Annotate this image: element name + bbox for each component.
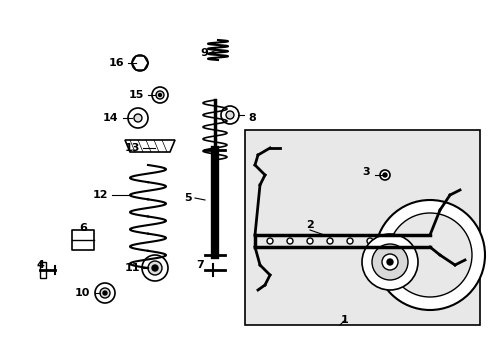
Circle shape (158, 94, 161, 96)
Circle shape (382, 173, 386, 177)
Text: 13: 13 (124, 143, 140, 153)
Text: 2: 2 (305, 220, 313, 230)
Circle shape (286, 238, 292, 244)
Bar (244, 130, 479, 325)
Text: 5: 5 (184, 193, 192, 203)
Circle shape (366, 238, 372, 244)
Text: 1: 1 (341, 315, 348, 325)
Text: 7: 7 (196, 260, 203, 270)
Text: 4: 4 (36, 260, 44, 270)
Text: 6: 6 (79, 223, 87, 233)
Circle shape (142, 255, 168, 281)
Circle shape (156, 91, 163, 99)
Text: 3: 3 (362, 167, 369, 177)
Text: 16: 16 (108, 58, 124, 68)
Circle shape (152, 87, 168, 103)
Circle shape (371, 244, 407, 280)
Polygon shape (125, 140, 175, 152)
Circle shape (374, 200, 484, 310)
Circle shape (134, 114, 142, 122)
Circle shape (128, 108, 148, 128)
Circle shape (379, 170, 389, 180)
Circle shape (361, 234, 417, 290)
Circle shape (387, 213, 471, 297)
Text: 9: 9 (200, 48, 207, 58)
Circle shape (148, 261, 162, 275)
Text: 14: 14 (102, 113, 118, 123)
Bar (40, 262, 46, 278)
Circle shape (381, 254, 397, 270)
Circle shape (225, 111, 234, 119)
Circle shape (100, 288, 110, 298)
Circle shape (266, 238, 272, 244)
Circle shape (326, 238, 332, 244)
Circle shape (103, 291, 107, 295)
Circle shape (306, 238, 312, 244)
Text: 8: 8 (247, 113, 255, 123)
Text: 12: 12 (92, 190, 108, 200)
Circle shape (221, 106, 239, 124)
Circle shape (132, 55, 148, 71)
Circle shape (152, 265, 158, 271)
Circle shape (346, 238, 352, 244)
Text: 11: 11 (124, 263, 140, 273)
Circle shape (386, 238, 392, 244)
Circle shape (386, 259, 392, 265)
Bar (72, 230, 94, 250)
Circle shape (95, 283, 115, 303)
Text: 10: 10 (75, 288, 90, 298)
Text: 15: 15 (128, 90, 143, 100)
